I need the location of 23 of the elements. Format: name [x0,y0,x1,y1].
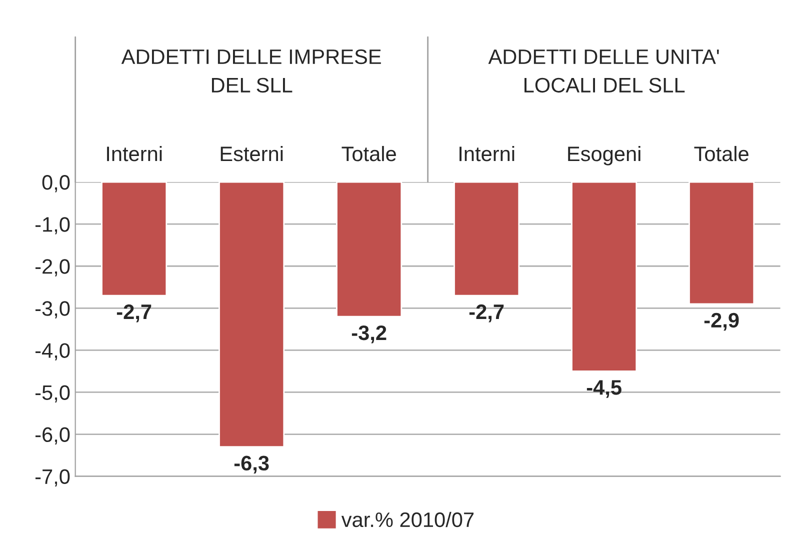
data-label: -3,2 [352,325,386,344]
x-tick-label: Interni [107,146,162,162]
x-tick-label: Totale [342,146,396,162]
text: ADDETTI DELLE UNITA' LOCALI DEL SLL [488,50,719,93]
legend-label: var.% 2010/07 [341,512,474,528]
x-tick-label: Esogeni [568,146,640,166]
y-tick-label: -2,0 [36,259,70,276]
y-tick-label: -7,0 [36,469,70,487]
y-tick-label: 0,0 [42,175,70,192]
y-tick-label: -1,0 [36,217,70,234]
data-label: -2,7 [469,304,504,322]
data-label: -6,3 [234,456,269,474]
y-tick-label: -3,0 [36,301,70,318]
x-tick-label: Totale [694,146,748,162]
data-label: -2,9 [704,312,739,331]
text: ADDETTI DELLE IMPRESE DEL SLL [121,49,381,93]
x-tick-label: Esterni [220,146,283,162]
y-tick-label: -4,0 [36,343,70,360]
x-tick-label: Interni [460,146,514,162]
y-tick-label: -5,0 [36,385,70,402]
data-label: -2,7 [116,304,152,322]
data-label: -4,5 [586,380,622,398]
y-tick-label: -6,0 [36,427,70,444]
